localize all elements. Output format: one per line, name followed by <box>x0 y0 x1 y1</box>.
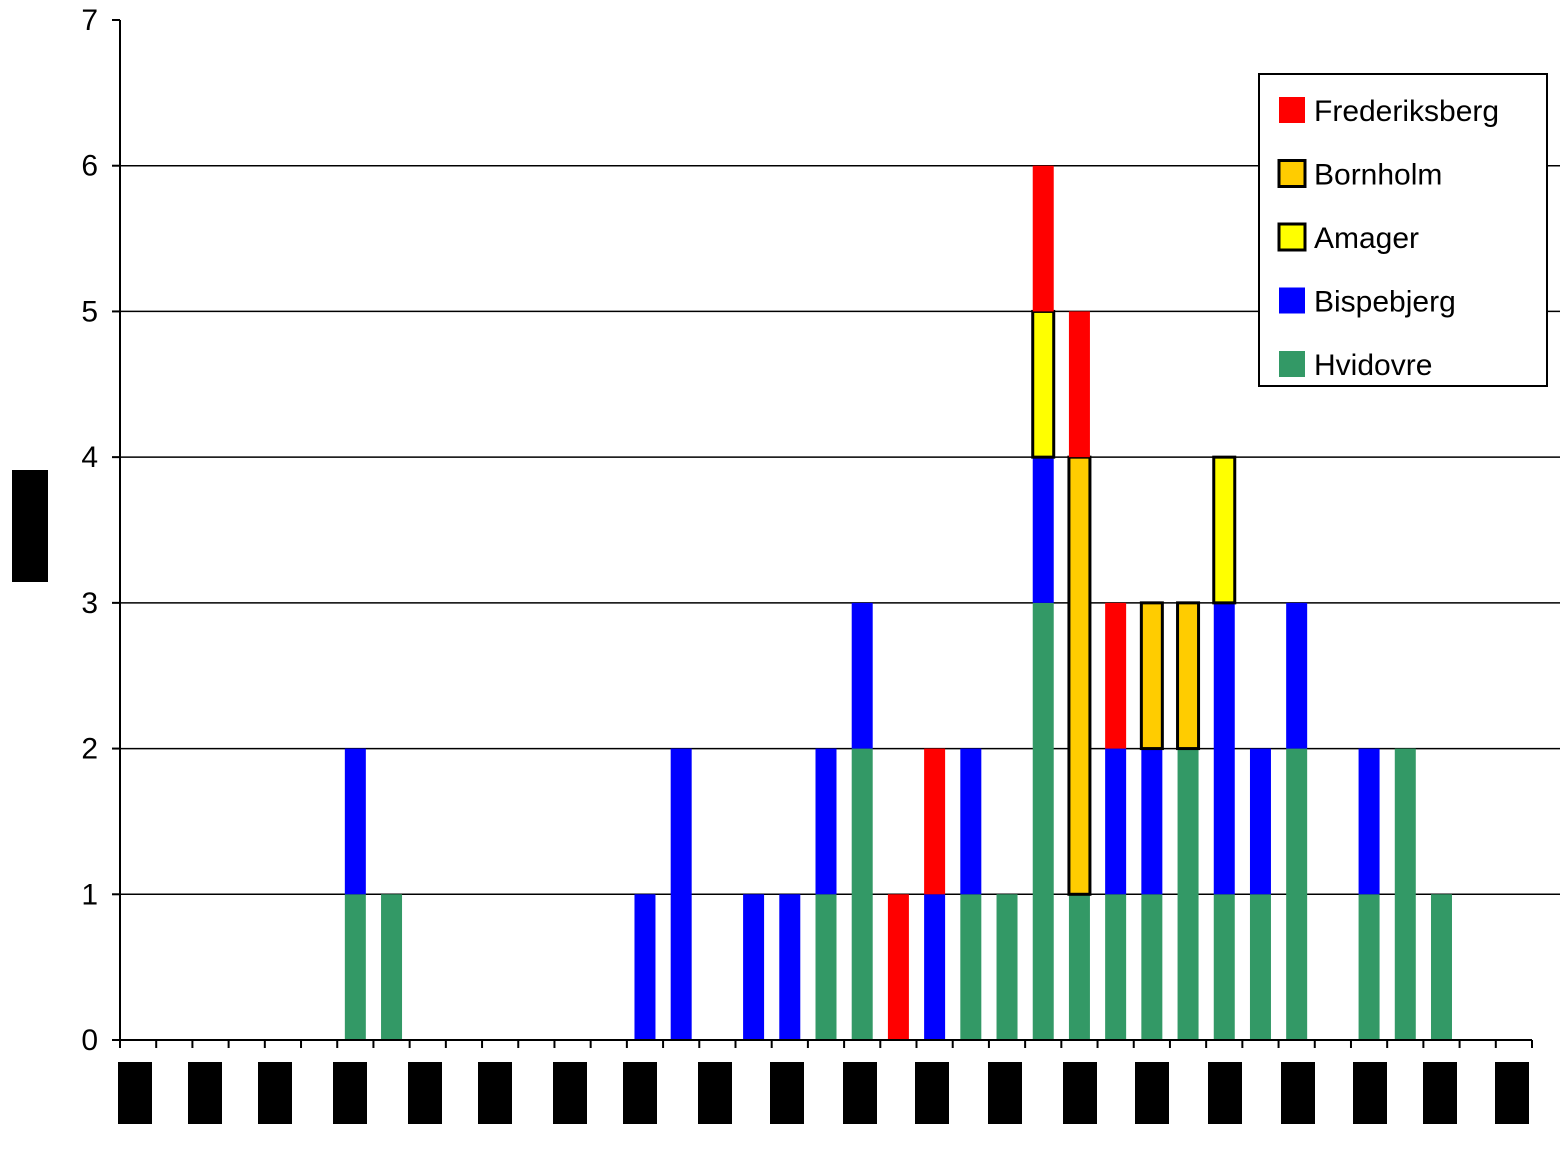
redacted-x-label-15 <box>1208 1062 1242 1124</box>
bar-34-hvidovre <box>1358 894 1380 1040</box>
bar-25-amager <box>1031 309 1056 459</box>
bar-23-bispebjerg <box>960 748 982 895</box>
redacted-x-label-0 <box>118 1062 152 1124</box>
bar-6-bispebjerg <box>344 748 366 895</box>
redacted-x-label-19 <box>1495 1062 1529 1124</box>
bar-20-hvidovre <box>851 748 873 1040</box>
bar-7-hvidovre <box>381 894 403 1040</box>
redacted-x-label-13 <box>1063 1062 1097 1124</box>
y-tick-label-5: 5 <box>81 295 98 328</box>
bar-6-hvidovre <box>344 894 366 1040</box>
bar-34-bispebjerg <box>1358 748 1380 895</box>
legend-swatch-frederiksberg <box>1279 97 1305 123</box>
bar-24-hvidovre <box>996 894 1018 1040</box>
bar-25-hvidovre <box>1032 602 1054 1040</box>
bar-20-bispebjerg <box>851 602 873 749</box>
redacted-x-label-4 <box>408 1062 442 1124</box>
bar-19-hvidovre <box>815 894 837 1040</box>
y-tick-label-7: 7 <box>81 4 98 37</box>
legend-label-hvidovre: Hvidovre <box>1314 349 1432 382</box>
redacted-x-label-7 <box>623 1062 657 1124</box>
bar-26-frederiksberg <box>1068 311 1090 458</box>
bar-29-bornholm <box>1176 601 1201 751</box>
bar-29-hvidovre <box>1177 748 1199 1040</box>
bar-36-hvidovre <box>1430 894 1452 1040</box>
redacted-x-label-6 <box>553 1062 587 1124</box>
redacted-x-label-1 <box>188 1062 222 1124</box>
bar-31-hvidovre <box>1249 894 1271 1040</box>
redacted-labels <box>12 470 1529 1124</box>
bar-14-bispebjerg <box>634 894 656 1040</box>
y-tick-label-0: 0 <box>81 1024 98 1057</box>
bar-30-hvidovre <box>1213 894 1235 1040</box>
redacted-x-label-10 <box>843 1062 877 1124</box>
legend-label-bornholm: Bornholm <box>1314 159 1442 192</box>
legend-label-bispebjerg: Bispebjerg <box>1314 286 1456 319</box>
bar-25-bispebjerg <box>1032 457 1054 603</box>
y-tick-label-4: 4 <box>81 441 98 474</box>
redacted-x-label-18 <box>1423 1062 1457 1124</box>
redacted-x-label-8 <box>698 1062 732 1124</box>
redacted-x-label-17 <box>1353 1062 1387 1124</box>
bar-31-bispebjerg <box>1249 748 1271 895</box>
bar-32-hvidovre <box>1286 748 1308 1040</box>
redacted-x-label-5 <box>478 1062 512 1124</box>
bar-26-hvidovre <box>1068 894 1090 1040</box>
axes: 0 1 2 3 4 5 6 7 <box>81 4 1533 1057</box>
redacted-y-axis-title <box>12 470 48 582</box>
bar-26-bornholm <box>1067 455 1092 896</box>
bar-21-frederiksberg <box>887 894 909 1040</box>
redacted-x-label-9 <box>770 1062 804 1124</box>
redacted-x-label-12 <box>988 1062 1022 1124</box>
y-tick-label-3: 3 <box>81 587 98 620</box>
legend-box <box>1258 73 1548 387</box>
bar-28-bispebjerg <box>1141 748 1163 895</box>
redacted-x-label-16 <box>1281 1062 1315 1124</box>
bar-27-bispebjerg <box>1105 748 1127 895</box>
bar-18-bispebjerg <box>779 894 801 1040</box>
legend-swatch-bornholm <box>1277 159 1307 188</box>
bar-27-hvidovre <box>1105 894 1127 1040</box>
bar-17-bispebjerg <box>743 894 765 1040</box>
bar-30-bispebjerg <box>1213 602 1235 895</box>
legend-label-frederiksberg: Frederiksberg <box>1314 95 1499 128</box>
bar-28-bornholm <box>1139 601 1164 751</box>
bar-27-frederiksberg <box>1105 602 1127 749</box>
bar-28-hvidovre <box>1141 894 1163 1040</box>
redacted-x-label-2 <box>258 1062 292 1124</box>
y-tick-label-2: 2 <box>81 733 98 766</box>
bar-22-bispebjerg <box>924 894 946 1040</box>
legend-label-amager: Amager <box>1314 222 1419 255</box>
legend-swatch-bispebjerg <box>1279 287 1305 314</box>
bar-19-bispebjerg <box>815 748 837 895</box>
bar-25-frederiksberg <box>1032 165 1054 312</box>
y-tick-label-1: 1 <box>81 878 98 911</box>
bar-15-bispebjerg <box>670 748 692 1040</box>
y-tick-label-6: 6 <box>81 150 98 183</box>
redacted-x-label-3 <box>333 1062 367 1124</box>
redacted-x-label-14 <box>1135 1062 1169 1124</box>
bar-30-amager <box>1212 455 1237 605</box>
bar-35-hvidovre <box>1394 748 1416 1040</box>
bar-23-hvidovre <box>960 894 982 1040</box>
bar-22-frederiksberg <box>924 748 946 895</box>
legend-swatch-hvidovre <box>1279 351 1305 377</box>
bar-32-bispebjerg <box>1286 602 1308 749</box>
legend-swatch-amager <box>1277 222 1307 252</box>
bars <box>344 165 1452 1040</box>
redacted-x-label-11 <box>915 1062 949 1124</box>
legend: Frederiksberg Bornholm Amager Bispebjerg Hvi… <box>1258 73 1548 387</box>
